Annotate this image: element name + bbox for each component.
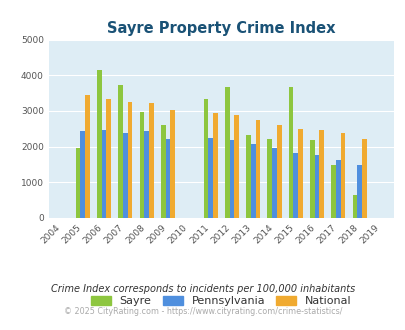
Bar bbox=[229, 141, 234, 218]
Bar bbox=[208, 138, 213, 218]
Bar bbox=[297, 129, 302, 218]
Bar bbox=[245, 135, 250, 218]
Bar bbox=[335, 160, 340, 218]
Bar bbox=[224, 87, 229, 218]
Bar bbox=[80, 131, 85, 218]
Legend: Sayre, Pennsylvania, National: Sayre, Pennsylvania, National bbox=[86, 291, 355, 311]
Title: Sayre Property Crime Index: Sayre Property Crime Index bbox=[107, 21, 335, 36]
Bar bbox=[139, 112, 144, 218]
Bar bbox=[288, 87, 293, 218]
Bar bbox=[314, 155, 319, 218]
Bar bbox=[293, 153, 297, 218]
Bar bbox=[271, 148, 276, 218]
Bar bbox=[276, 125, 281, 218]
Bar bbox=[319, 130, 323, 218]
Bar bbox=[128, 102, 132, 218]
Bar bbox=[203, 99, 208, 218]
Bar bbox=[144, 131, 149, 218]
Bar bbox=[330, 165, 335, 218]
Bar bbox=[102, 130, 106, 218]
Bar bbox=[118, 85, 123, 218]
Bar bbox=[149, 103, 153, 218]
Bar bbox=[161, 125, 165, 218]
Bar bbox=[234, 115, 239, 218]
Bar bbox=[361, 139, 366, 218]
Bar bbox=[165, 139, 170, 218]
Bar bbox=[356, 165, 361, 218]
Bar bbox=[170, 110, 175, 218]
Bar bbox=[255, 120, 260, 218]
Bar bbox=[250, 144, 255, 218]
Bar bbox=[106, 99, 111, 218]
Bar bbox=[213, 114, 217, 218]
Bar bbox=[97, 70, 102, 218]
Bar bbox=[352, 195, 356, 218]
Text: © 2025 CityRating.com - https://www.cityrating.com/crime-statistics/: © 2025 CityRating.com - https://www.city… bbox=[64, 307, 341, 316]
Bar bbox=[85, 95, 90, 218]
Bar bbox=[340, 133, 345, 218]
Bar bbox=[123, 133, 128, 218]
Bar bbox=[309, 140, 314, 218]
Bar bbox=[267, 139, 271, 218]
Text: Crime Index corresponds to incidents per 100,000 inhabitants: Crime Index corresponds to incidents per… bbox=[51, 284, 354, 294]
Bar bbox=[76, 148, 80, 218]
